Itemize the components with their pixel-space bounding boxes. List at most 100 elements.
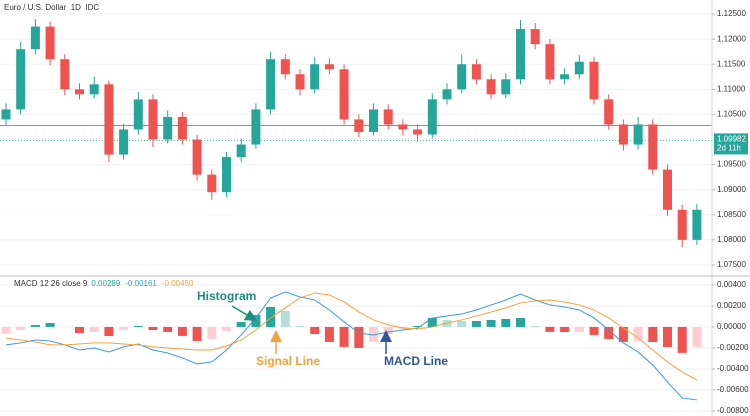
candle-body [560, 74, 570, 80]
candle-body [604, 99, 614, 125]
histogram-bar [236, 321, 246, 327]
candle-body [663, 169, 672, 210]
histogram-bar [339, 326, 349, 347]
last-price-box [714, 133, 748, 155]
candle-body [677, 209, 687, 240]
candle-body [251, 109, 261, 145]
annotation: Signal Line [256, 354, 320, 368]
histogram-bar [589, 326, 599, 335]
histogram-bar [501, 318, 511, 327]
histogram-bar [163, 326, 173, 333]
histogram-bar [133, 326, 143, 327]
candle-body [30, 26, 40, 50]
histogram-bar [266, 307, 276, 327]
candle-body [618, 124, 628, 145]
candle-body [177, 116, 187, 140]
candle-body [427, 99, 437, 135]
histogram-bar [413, 326, 423, 327]
histogram-bar [427, 317, 437, 327]
histogram-bar [324, 326, 334, 342]
y-tick-label: 1.07500 [717, 260, 746, 269]
histogram-bar [633, 326, 643, 341]
candle-body [324, 64, 334, 70]
histogram-bar [677, 326, 687, 353]
candle-body [369, 109, 378, 132]
candle-body [692, 209, 702, 240]
histogram-bar [207, 326, 217, 339]
legend-value: -0.00450 [162, 279, 194, 288]
candle-body [530, 29, 540, 45]
countdown-label: 2d 11h [717, 144, 741, 153]
candle-body [339, 69, 349, 120]
histogram-bar [663, 326, 672, 348]
candle-body [574, 61, 584, 75]
candle-body [1, 109, 11, 120]
y-tick-label: 1.11500 [717, 59, 746, 68]
histogram-bar [30, 324, 40, 327]
histogram-bar [75, 326, 84, 333]
histogram-bar [486, 319, 496, 327]
y-tick-label: 0.00400 [717, 280, 746, 289]
candle-body [16, 49, 26, 110]
legend-value: -0.00161 [125, 279, 157, 288]
candle-body [148, 99, 158, 140]
candle-body [207, 174, 217, 193]
histogram-bar [310, 326, 320, 335]
candle-body [545, 44, 555, 80]
candle-body [310, 64, 320, 90]
candle-body [163, 116, 173, 140]
candle-body [104, 84, 114, 155]
histogram-bar [177, 326, 187, 336]
candle-body [413, 129, 423, 135]
histogram-bar [618, 326, 628, 342]
histogram-bar [354, 326, 364, 348]
macd-title: MACD 12 26 close 9 [14, 279, 88, 288]
candle-body [222, 157, 231, 193]
last-price-label: 1.09982 [717, 135, 746, 144]
y-tick-label: 1.10500 [717, 110, 746, 119]
candle-body [45, 26, 55, 60]
chart-title: Euro / U.S. Dollar 1D IDC [4, 3, 99, 12]
histogram-bar [648, 326, 658, 342]
candle-body [89, 84, 99, 95]
y-tick-label: -0.00400 [717, 364, 749, 373]
histogram-bar [530, 326, 540, 327]
candle-body [516, 29, 525, 80]
indicator-line [5, 292, 698, 381]
candle-body [266, 59, 276, 110]
candle-body [119, 129, 129, 155]
histogram-bar [560, 326, 570, 333]
y-tick-label: 1.09500 [717, 160, 746, 169]
candle-body [633, 124, 643, 145]
annotation-arrow [231, 305, 258, 322]
candle-body [354, 119, 364, 132]
histogram-bar [104, 326, 114, 337]
histogram-bar [604, 326, 614, 340]
candle-body [501, 79, 511, 95]
histogram-bar [280, 311, 290, 327]
histogram-bar [148, 326, 158, 331]
candle-body [442, 89, 452, 100]
candle-body [236, 144, 246, 158]
histogram-bar [545, 326, 555, 332]
histogram-bar [89, 326, 99, 333]
y-tick-label: -0.00800 [717, 406, 749, 415]
candle-body [75, 89, 84, 95]
histogram-bar [457, 320, 467, 327]
y-tick-label: 1.09000 [717, 185, 746, 194]
y-tick-label: 0.00000 [717, 322, 746, 331]
histogram-bar [516, 318, 525, 327]
candle-body [295, 74, 305, 90]
y-tick-label: 1.08500 [717, 210, 746, 219]
histogram-bar [295, 325, 305, 327]
y-tick-label: 1.11000 [717, 84, 746, 93]
candle-body [648, 124, 658, 170]
histogram-bar [692, 326, 702, 347]
candle-body [60, 59, 70, 90]
candle-body [457, 64, 467, 90]
y-tick-label: 1.08000 [717, 235, 746, 244]
histogram-bar [222, 326, 231, 331]
annotation: Histogram [197, 289, 256, 303]
y-tick-label: 0.00200 [717, 301, 746, 310]
